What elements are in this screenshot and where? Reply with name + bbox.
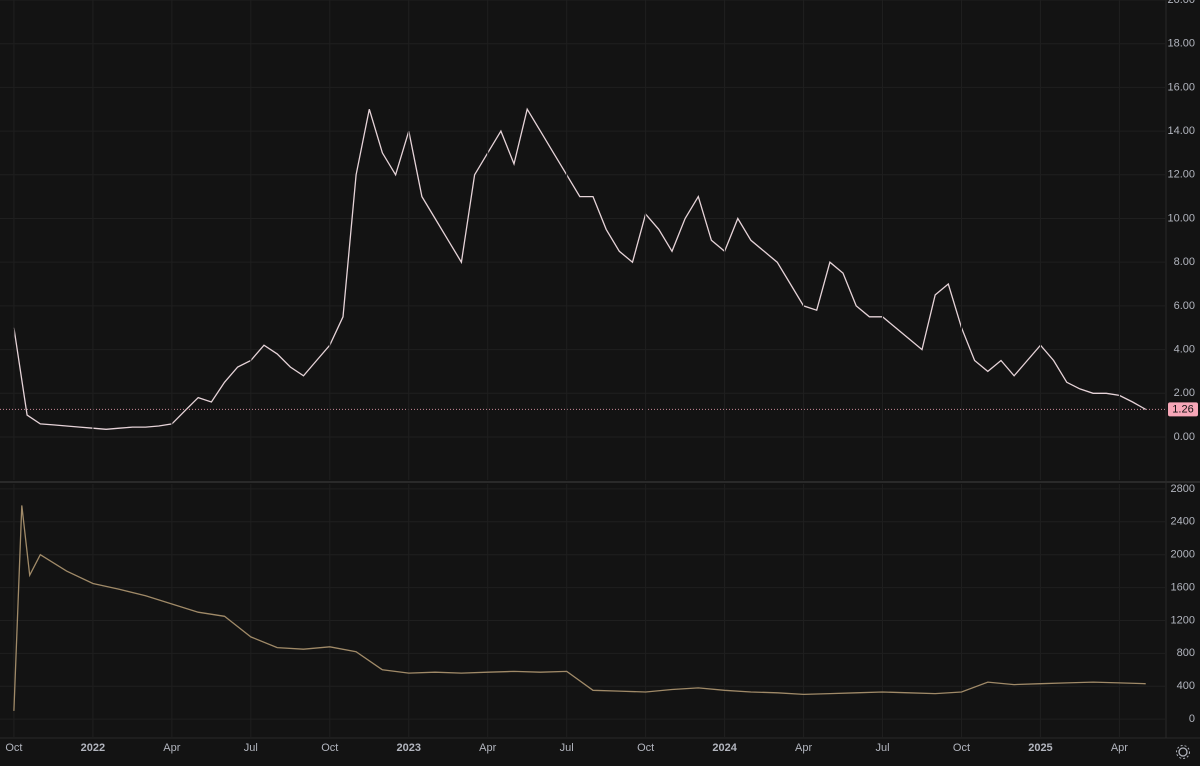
- y-tick-label: 18.00: [1167, 38, 1195, 50]
- y-tick-label: 8.00: [1174, 256, 1195, 268]
- x-tick-label: Apr: [1111, 742, 1128, 754]
- x-tick-label: Oct: [637, 742, 654, 754]
- x-tick-label: Apr: [163, 742, 180, 754]
- y-tick-label: 0.00: [1174, 431, 1195, 443]
- y-tick-label: 20.00: [1167, 0, 1195, 6]
- y-tick-label: 10.00: [1167, 212, 1195, 224]
- y-tick-label: 1200: [1171, 614, 1195, 626]
- x-tick-label: Oct: [5, 742, 22, 754]
- x-tick-label: 2025: [1028, 742, 1052, 754]
- y-tick-label: 4.00: [1174, 343, 1195, 355]
- y-tick-label: 400: [1177, 680, 1195, 692]
- series-line: [13, 107, 1147, 430]
- y-tick-label: 12.00: [1167, 169, 1195, 181]
- x-tick-label: Jul: [560, 742, 574, 754]
- y-tick-label: 2800: [1171, 483, 1195, 495]
- y-tick-label: 0: [1189, 713, 1195, 725]
- x-tick-label: Apr: [795, 742, 812, 754]
- y-tick-label: 16.00: [1167, 81, 1195, 93]
- x-tick-label: Jul: [244, 742, 258, 754]
- y-tick-label: 1600: [1171, 581, 1195, 593]
- y-tick-label: 6.00: [1174, 300, 1195, 312]
- y-tick-label: 2000: [1171, 549, 1195, 561]
- y-tick-label: 2400: [1171, 516, 1195, 528]
- x-tick-label: Apr: [479, 742, 496, 754]
- series-line: [13, 505, 1146, 711]
- last-price-box: [1168, 402, 1198, 417]
- x-tick-label: Oct: [953, 742, 970, 754]
- x-tick-label: 2024: [712, 742, 737, 754]
- y-tick-label: 800: [1177, 647, 1195, 659]
- x-tick-label: 2023: [397, 742, 421, 754]
- x-tick-label: Jul: [875, 742, 889, 754]
- x-tick-label: Oct: [321, 742, 338, 754]
- y-tick-label: 14.00: [1167, 125, 1195, 137]
- x-tick-label: 2022: [81, 742, 105, 754]
- y-tick-label: 2.00: [1174, 387, 1195, 399]
- last-price-label: 1.26: [1172, 403, 1193, 415]
- settings-icon[interactable]: [1176, 745, 1190, 759]
